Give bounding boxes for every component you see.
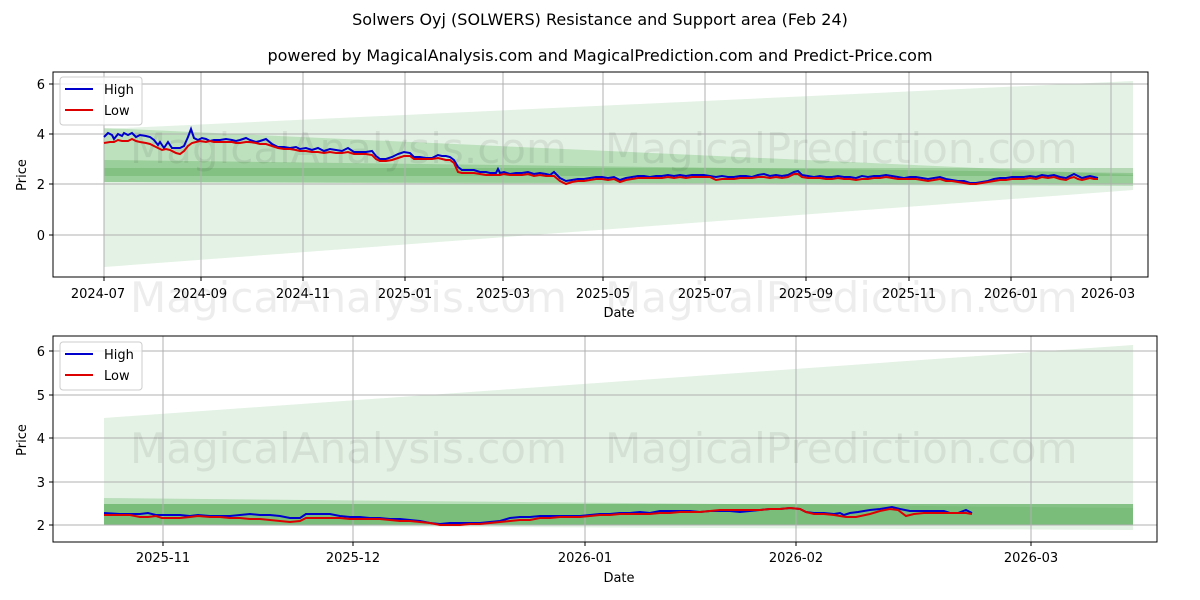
top-x-axis-label: Date [603, 306, 634, 321]
top-y-axis-label: Price [15, 159, 30, 191]
top-y-ticks [49, 83, 53, 236]
legend-high-label: High [104, 83, 134, 98]
top-chart: MagicalAnalysis.com MagicalPrediction.co… [15, 71, 1149, 322]
legend-low-label: Low [104, 104, 130, 119]
top-axes-frame [52, 71, 1149, 278]
bottom-ytick-3: 3 [37, 476, 45, 491]
chart-subtitle: powered by MagicalAnalysis.com and Magic… [267, 46, 933, 65]
top-xtick-8: 2025-11 [882, 287, 936, 302]
bottom-ytick-4: 4 [37, 432, 45, 447]
bottom-xtick-1: 2025-12 [326, 551, 380, 566]
top-ytick-6: 6 [37, 78, 45, 93]
bottom-xtick-2: 2026-01 [558, 551, 612, 566]
bottom-xtick-4: 2026-03 [1004, 551, 1058, 566]
bottom-grid [53, 336, 1157, 542]
top-bands [104, 81, 1133, 267]
bottom-ytick-2: 2 [37, 519, 45, 534]
top-xtick-5: 2025-05 [576, 287, 630, 302]
top-xtick-0: 2024-07 [71, 287, 125, 302]
bottom-xtick-0: 2025-11 [136, 551, 190, 566]
top-ytick-4: 4 [37, 128, 45, 143]
top-wide-projection-band [104, 81, 1133, 267]
bottom-xtick-3: 2026-02 [769, 551, 823, 566]
watermark-prediction-2: MagicalPrediction.com [605, 273, 1078, 322]
bottom-x-ticks [162, 542, 1032, 546]
top-xtick-7: 2025-09 [779, 287, 833, 302]
bottom-chart: MagicalAnalysis.com MagicalPrediction.co… [15, 335, 1158, 586]
top-x-ticks [103, 277, 1112, 281]
top-low-line [103, 137, 1098, 186]
watermark-analysis-bottom: MagicalAnalysis.com [130, 424, 567, 473]
top-legend: High Low [59, 76, 143, 126]
bottom-y-axis-label: Price [15, 424, 30, 456]
top-xtick-2: 2024-11 [276, 287, 330, 302]
watermark-analysis-2: MagicalAnalysis.com [130, 273, 567, 322]
bottom-legend: High Low [59, 341, 143, 391]
chart-title: Solwers Oyj (SOLWERS) Resistance and Sup… [352, 10, 848, 29]
legend-high-label-bottom: High [104, 348, 134, 363]
bottom-ytick-5: 5 [37, 389, 45, 404]
legend-low-label-bottom: Low [104, 369, 130, 384]
top-xtick-4: 2025-03 [476, 287, 530, 302]
top-xtick-6: 2025-07 [678, 287, 732, 302]
top-xtick-1: 2024-09 [173, 287, 227, 302]
top-high-line [103, 126, 1099, 184]
bottom-ytick-6: 6 [37, 345, 45, 360]
top-xtick-3: 2025-01 [378, 287, 432, 302]
bottom-y-ticks [49, 350, 53, 526]
watermark-prediction: MagicalPrediction.com [605, 124, 1078, 173]
bottom-axes-frame [52, 335, 1158, 543]
top-upper-band [104, 128, 1133, 186]
top-xtick-10: 2026-03 [1081, 287, 1135, 302]
top-core-band [104, 168, 1133, 176]
top-ytick-2: 2 [37, 178, 45, 193]
top-ytick-0: 0 [37, 229, 45, 244]
watermark-prediction-bottom: MagicalPrediction.com [605, 424, 1078, 473]
bottom-low-line [104, 506, 973, 526]
top-grid [53, 72, 1148, 277]
bottom-x-axis-label: Date [603, 571, 634, 586]
top-xtick-9: 2026-01 [984, 287, 1038, 302]
